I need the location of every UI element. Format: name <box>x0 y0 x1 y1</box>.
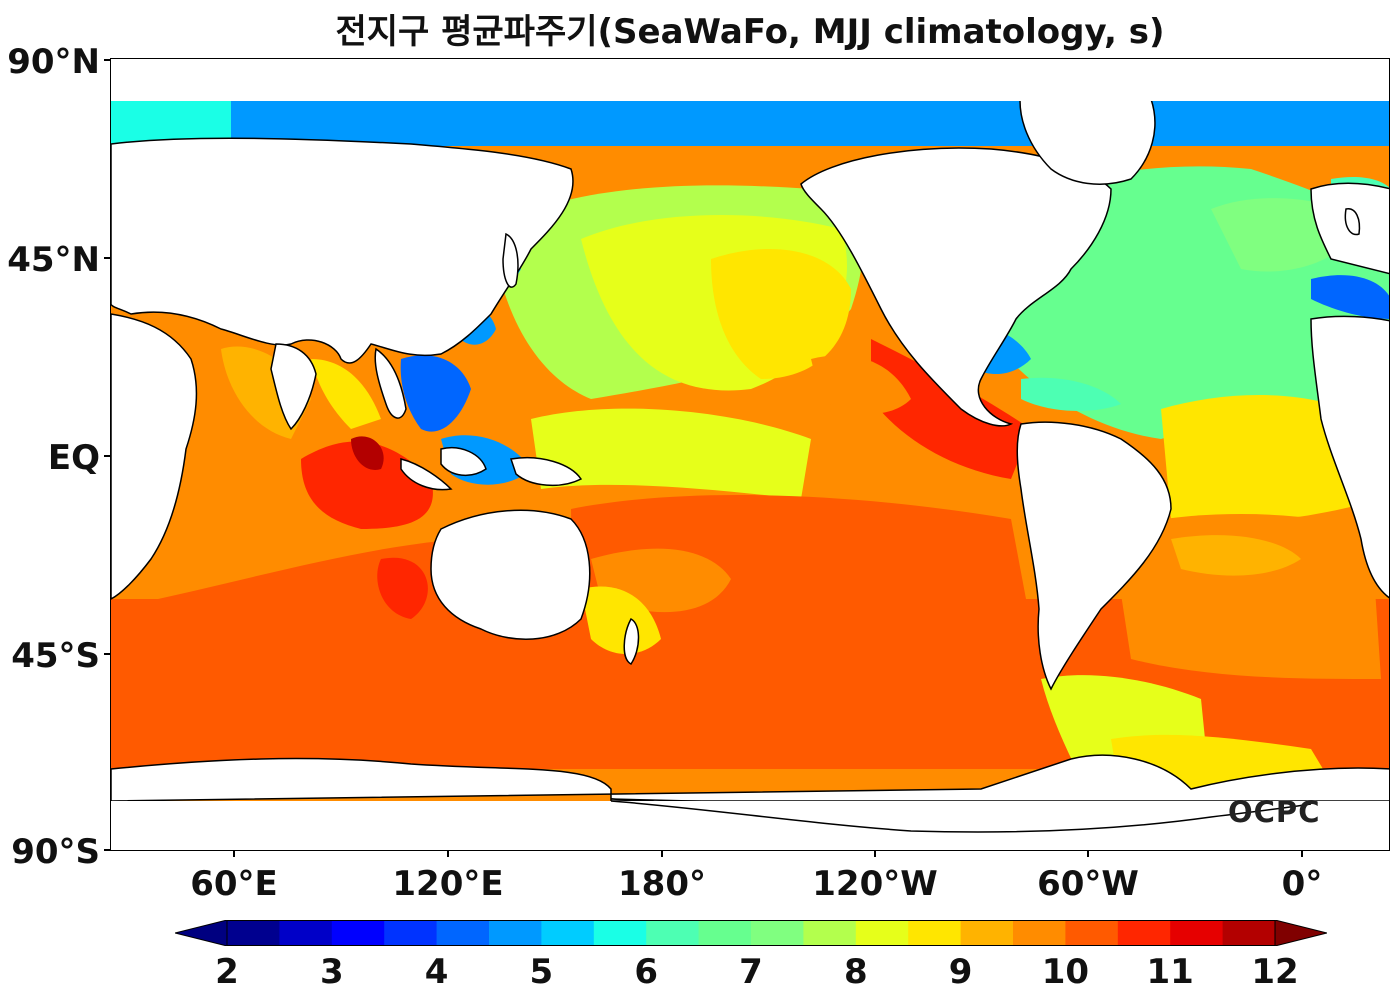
colorbar-segment <box>803 920 857 946</box>
north-america-landmass <box>800 147 1112 427</box>
indian-ocean-core <box>301 441 433 529</box>
indian-ocean-peak <box>351 436 384 470</box>
antarctica-landmass <box>111 754 1389 802</box>
indian-ocean-south-core <box>377 557 428 619</box>
y-tick-mark <box>104 455 110 457</box>
colorbar-border <box>226 920 1276 946</box>
colorbar-label: 10 <box>1041 952 1090 992</box>
no-data-north <box>111 59 1389 101</box>
eurasia-landmass <box>111 137 574 364</box>
caribbean-sea <box>1021 377 1121 411</box>
colorbar-segment <box>331 920 385 946</box>
colorbar-segment <box>1222 920 1276 946</box>
africa-west-landmass <box>1310 315 1389 599</box>
x-tick-label-120w: 120°W <box>812 864 938 904</box>
colorbar-label: 7 <box>739 952 763 992</box>
x-tick-label-180: 180° <box>618 864 706 904</box>
y-tick-mark <box>104 849 110 851</box>
tasman-sea <box>581 586 661 654</box>
equatorial-pacific <box>531 408 811 499</box>
no-data-south <box>111 801 1389 850</box>
x-tick-label-60e: 60°E <box>190 864 278 904</box>
colorbar-max-extend <box>1274 919 1328 947</box>
y-tick-mark <box>104 257 110 259</box>
y-tick-mark <box>104 653 110 655</box>
landmasses <box>111 87 1389 832</box>
colorbar-label: 12 <box>1251 952 1299 992</box>
y-tick-label-90s: 90°S <box>11 832 100 872</box>
south-pacific <box>571 495 1041 687</box>
india-landmass <box>270 343 317 431</box>
colorbar-segment <box>489 920 542 946</box>
north-pacific-east <box>711 249 851 379</box>
antarctic-coastline <box>610 800 1312 833</box>
indochina-landmass <box>374 347 407 419</box>
south-atlantic-north <box>1171 535 1301 576</box>
colorbar-label: 3 <box>319 952 344 992</box>
x-tick-mark <box>233 851 235 857</box>
map-canvas <box>111 59 1389 850</box>
colorbar-label: 2 <box>215 952 239 992</box>
colorbar-segment <box>541 920 595 946</box>
uk-landmass <box>1344 208 1361 236</box>
colorbar-segment <box>1065 920 1119 946</box>
colorbar-segment <box>1170 920 1224 946</box>
y-tick-label-eq: EQ <box>47 438 100 478</box>
arctic-ocean <box>111 101 1389 146</box>
colorbar-segment <box>279 920 333 946</box>
y-tick-mark <box>104 59 110 61</box>
colorbar-segment <box>960 920 1014 946</box>
x-tick-mark <box>661 851 663 857</box>
colorbar-segment <box>855 920 909 946</box>
colorbar-segment <box>1013 920 1066 946</box>
y-tick-label-90n: 90°N <box>7 42 100 82</box>
colorbar-segment <box>646 920 700 946</box>
new-zealand-landmass <box>623 618 640 665</box>
colorbar-segment <box>436 920 490 946</box>
colorbar-segment <box>227 920 280 946</box>
colorbar-segment <box>593 920 647 946</box>
map-title: 전지구 평균파주기(SeaWaFo, MJJ climatology, s) <box>335 12 1165 52</box>
colorbar-segment <box>751 920 804 946</box>
colorbar-segment <box>908 920 962 946</box>
y-tick-label-45n: 45°N <box>7 240 100 280</box>
east-pacific-core <box>871 339 1031 479</box>
x-tick-label-60w: 60°W <box>1037 864 1139 904</box>
x-tick-mark <box>1301 851 1303 857</box>
colorbar <box>174 919 1328 950</box>
new-guinea-landmass <box>510 457 583 487</box>
x-tick-mark <box>874 851 876 857</box>
colorbar-label: 4 <box>424 952 449 992</box>
africa-east-landmass <box>111 313 198 600</box>
sumatra-landmass <box>400 458 453 491</box>
south-china-sea <box>400 355 471 432</box>
wave-period-map <box>110 58 1390 851</box>
bay-of-bengal <box>311 359 381 429</box>
colorbar-label: 6 <box>634 952 659 992</box>
x-tick-label-120e: 120°E <box>392 864 504 904</box>
x-tick-label-0: 0° <box>1281 864 1323 904</box>
colorbar-min-extend <box>174 919 228 947</box>
colorbar-label: 11 <box>1146 952 1194 992</box>
colorbar-svg <box>174 919 1328 947</box>
colorbar-label: 8 <box>843 952 868 992</box>
australia-landmass <box>430 509 591 640</box>
x-tick-mark <box>447 851 449 857</box>
south-america-landmass <box>1016 421 1172 691</box>
mediterranean-sea <box>1311 275 1389 319</box>
colorbar-segment <box>698 920 752 946</box>
ocpc-logo: OCPC <box>1228 795 1321 829</box>
colorbar-label: 9 <box>948 952 973 992</box>
x-tick-mark <box>1087 851 1089 857</box>
colorbar-segment <box>1117 920 1171 946</box>
colorbar-label: 5 <box>529 952 554 992</box>
y-tick-label-45s: 45°S <box>11 636 100 676</box>
japan-landmass <box>502 232 519 288</box>
colorbar-segment <box>384 920 438 946</box>
borneo-landmass <box>440 447 487 476</box>
east-pacific-orange <box>811 355 911 414</box>
